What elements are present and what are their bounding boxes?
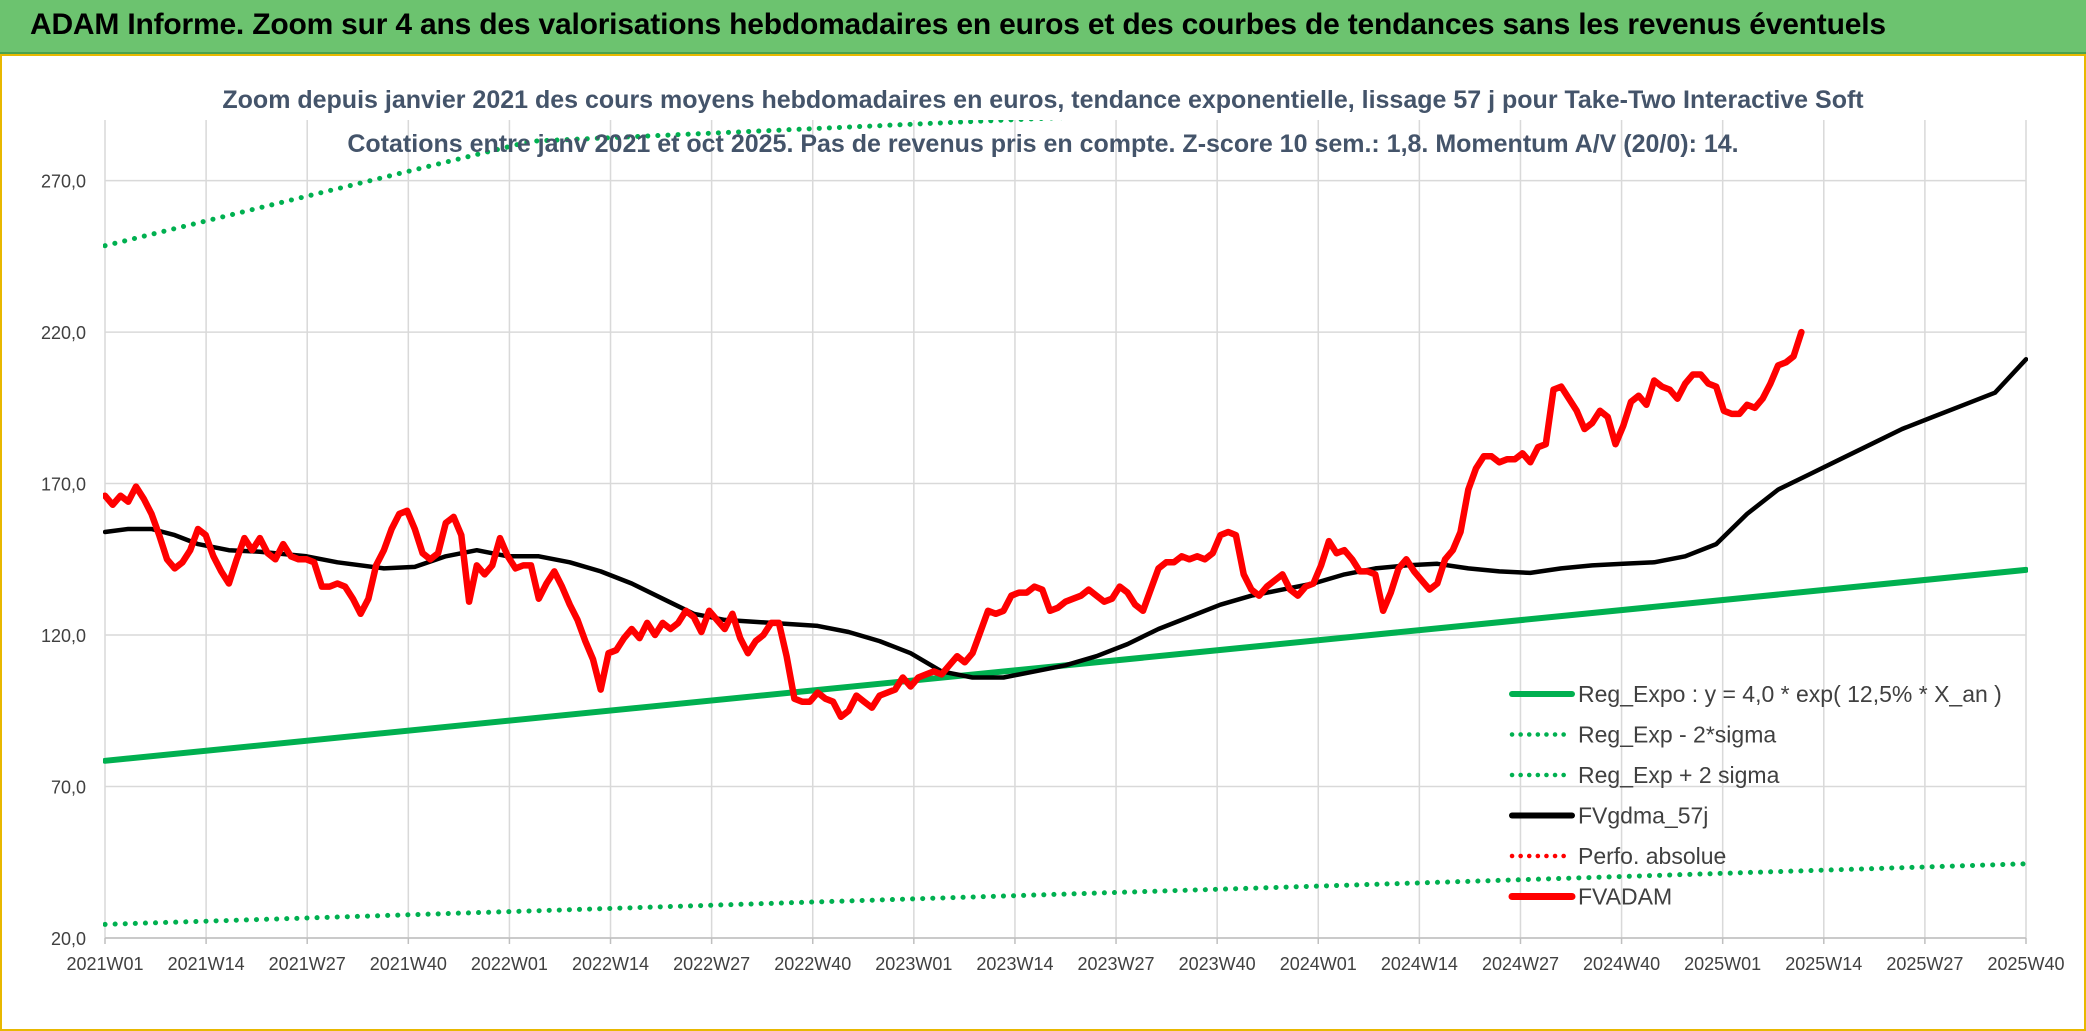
series-line-reg-exp-2-sigma: [103, 861, 2028, 927]
x-tick-label: 2021W40: [370, 954, 447, 974]
x-tick-label: 2023W01: [875, 954, 952, 974]
x-tick-label: 2024W40: [1583, 954, 1660, 974]
chart-axes: 20,0 70,0 120,0 170,0 220,0 270,0 2021W01 2021W…: [41, 172, 2065, 974]
x-tick-label: 2025W14: [1785, 954, 1862, 974]
chart-title: Zoom depuis janvier 2021 des cours moyen…: [222, 86, 1864, 114]
chart-legend: Reg_Expo : y = 4,0 * exp( 12,5% * X_an )…: [1508, 681, 2002, 910]
legend-label: FVADAM: [1578, 884, 1672, 910]
x-tick-label: 2021W14: [168, 954, 245, 974]
y-tick-label: 170,0: [41, 475, 86, 495]
legend-label: Reg_Expo : y = 4,0 * exp( 12,5% * X_an ): [1578, 681, 2002, 707]
header-banner: ADAM Informe. Zoom sur 4 ans des valoris…: [0, 0, 2086, 54]
x-tick-label: 2023W14: [976, 954, 1053, 974]
page-title: ADAM Informe. Zoom sur 4 ans des valoris…: [30, 8, 1886, 41]
y-tick-label: 270,0: [41, 172, 86, 192]
legend-label: Reg_Exp + 2 sigma: [1578, 762, 1780, 788]
y-tick-label: 220,0: [41, 323, 86, 343]
y-tick-label: 20,0: [51, 929, 86, 949]
x-tick-label: 2022W40: [774, 954, 851, 974]
chart-grid: [104, 120, 2027, 939]
x-tick-label: 2024W01: [1280, 954, 1357, 974]
x-tick-label: 2021W27: [269, 954, 346, 974]
y-tick-label: 70,0: [51, 778, 86, 798]
x-tick-label: 2024W27: [1482, 954, 1559, 974]
x-tick-label: 2023W27: [1078, 954, 1155, 974]
chart-series: [103, 120, 2028, 927]
x-tick-label: 2021W01: [66, 954, 143, 974]
legend-label: Reg_Exp - 2*sigma: [1578, 722, 1776, 748]
x-tick-label: 2025W27: [1886, 954, 1963, 974]
x-tick-label: 2022W27: [673, 954, 750, 974]
series-line-fvadam: [103, 328, 1805, 721]
x-tick-label: 2024W14: [1381, 954, 1458, 974]
chart-subtitle: Cotations entre janv 2021 et oct 2025. P…: [347, 130, 1738, 158]
x-tick-label: 2025W01: [1684, 954, 1761, 974]
x-tick-label: 2025W40: [1987, 954, 2064, 974]
y-tick-label: 120,0: [41, 626, 86, 646]
x-tick-label: 2022W01: [471, 954, 548, 974]
x-tick-label: 2022W14: [572, 954, 649, 974]
legend-label: Perfo. absolue: [1578, 843, 1726, 869]
legend-label: FVgdma_57j: [1578, 803, 1708, 829]
series-line-fvgdma-57j: [103, 357, 2028, 680]
x-tick-label: 2023W40: [1179, 954, 1256, 974]
